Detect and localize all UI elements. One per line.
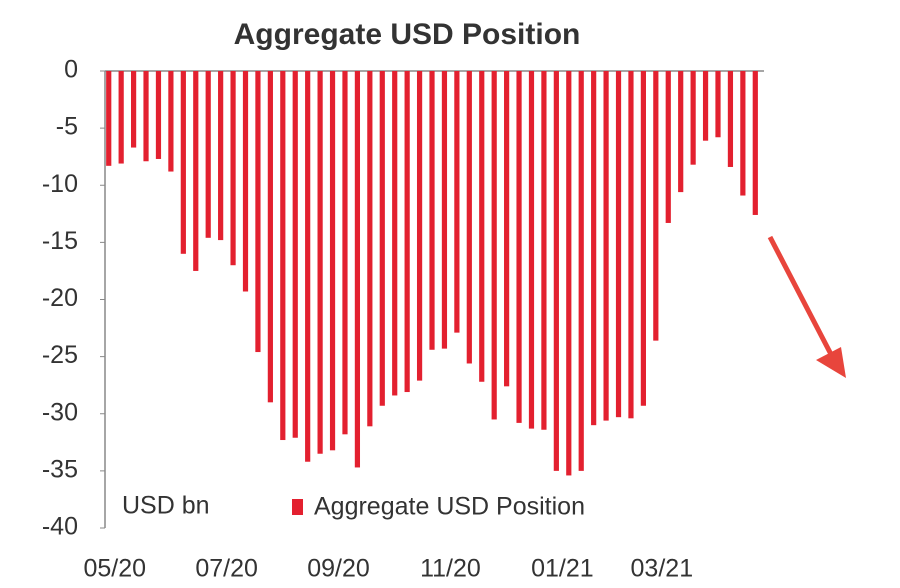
bar [130, 71, 137, 148]
y-tick-label: -25 [42, 341, 78, 369]
legend-label: Aggregate USD Position [314, 493, 585, 521]
x-tick-label: 07/20 [195, 555, 258, 583]
bar [404, 71, 410, 393]
bar [429, 71, 435, 350]
bar [516, 71, 522, 423]
bar [479, 71, 485, 382]
bar [106, 71, 112, 166]
bar [317, 71, 323, 454]
bar [454, 71, 460, 333]
bar [504, 71, 510, 387]
bar [740, 71, 746, 196]
y-tick-label: 0 [64, 56, 78, 84]
bar [665, 71, 671, 223]
bar [466, 71, 472, 364]
legend-swatch [292, 499, 303, 515]
y-tick-label: -35 [42, 455, 78, 483]
bar [242, 71, 249, 292]
bar [379, 71, 385, 406]
bar [267, 71, 273, 403]
x-tick-label: 03/21 [631, 555, 694, 583]
bar [392, 71, 398, 396]
bar [292, 71, 298, 438]
bar [628, 71, 634, 419]
x-tick-label: 01/21 [531, 555, 594, 583]
y-tick-label: -30 [42, 398, 78, 426]
bar [280, 71, 286, 441]
bar [715, 71, 721, 138]
bar [118, 71, 124, 164]
bar [218, 71, 224, 241]
bar [615, 71, 622, 418]
bar [180, 71, 186, 254]
bar [354, 71, 361, 468]
x-tick-label: 11/20 [420, 555, 481, 583]
x-tick-label: 09/20 [307, 555, 370, 583]
bar [329, 71, 336, 451]
bar [205, 71, 211, 238]
y-tick-label: -5 [56, 113, 78, 141]
bar [367, 71, 373, 427]
bar [155, 71, 162, 159]
bar [541, 71, 547, 430]
y-tick-label: -40 [42, 513, 78, 541]
bar [255, 71, 261, 353]
bar [752, 71, 758, 215]
bar [690, 71, 696, 165]
bar [727, 71, 734, 167]
arrow [767, 235, 838, 364]
bar [578, 71, 584, 471]
y-tick-label: -20 [42, 284, 78, 312]
bar [342, 71, 348, 435]
bar [702, 71, 709, 141]
bar [591, 71, 597, 426]
bar [528, 71, 535, 429]
bar [491, 71, 497, 420]
arrow-head [816, 347, 846, 378]
bar [230, 71, 236, 266]
bar [603, 71, 609, 421]
y-tick-label: -10 [42, 170, 78, 198]
bar [653, 71, 659, 341]
bar [168, 71, 174, 172]
bar [640, 71, 646, 406]
bar [441, 71, 448, 349]
x-tick-label: 05/20 [83, 555, 146, 583]
bar [305, 71, 311, 462]
bar [143, 71, 149, 162]
annotation: USD bn [122, 492, 210, 520]
chart-title: Aggregate USD Position [234, 18, 581, 51]
bar [553, 71, 559, 471]
y-tick-label: -15 [42, 227, 78, 255]
bar [193, 71, 199, 271]
bar [416, 71, 423, 381]
bar [678, 71, 684, 193]
bar [566, 71, 572, 476]
